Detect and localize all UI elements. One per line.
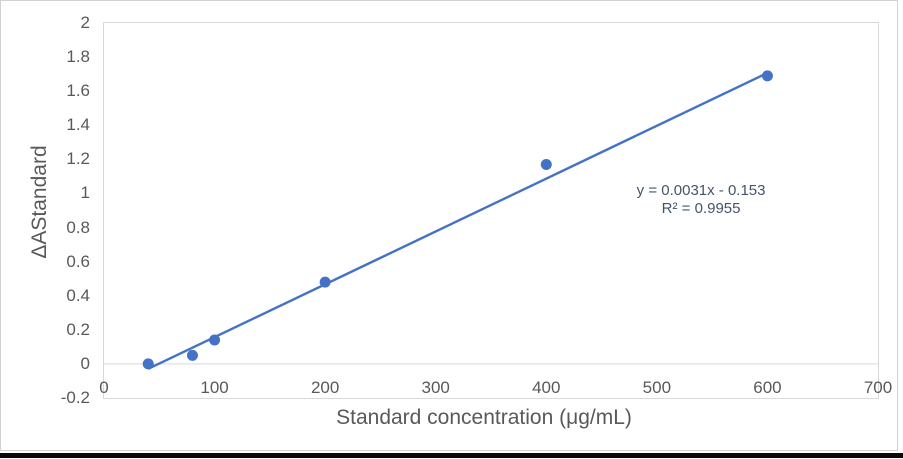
x-tick-label: 500 — [642, 378, 672, 397]
data-point — [319, 276, 331, 288]
x-tick-label: 400 — [532, 378, 561, 397]
x-tick-label: 600 — [753, 378, 782, 397]
trendline-equation-label: y = 0.0031x - 0.153 R² = 0.9955 — [637, 182, 766, 218]
y-tick-label: 0.6 — [66, 251, 90, 271]
y-tick-label: 1.4 — [66, 115, 90, 135]
data-point — [540, 158, 552, 170]
data-point — [761, 70, 773, 82]
y-tick-label: -0.2 — [60, 388, 90, 407]
x-tick-label: 700 — [863, 378, 893, 397]
y-tick-label: 1.6 — [66, 81, 90, 101]
trendline-r-squared: R² = 0.9955 — [661, 200, 741, 218]
x-axis-title: Standard concentration (μg/mL) — [336, 406, 632, 429]
y-tick-label: 0 — [80, 353, 90, 373]
y-tick-label: 1 — [80, 183, 90, 203]
y-tick-label: 0.4 — [66, 285, 90, 305]
y-axis-title: ΔAStandard — [28, 145, 51, 259]
data-point — [209, 334, 221, 346]
data-point — [186, 349, 198, 361]
document-bottom-border — [0, 453, 903, 458]
y-tick-label: 1.2 — [66, 149, 90, 169]
y-tick-label: 2 — [80, 13, 90, 32]
x-tick-label: 200 — [310, 378, 340, 397]
x-tick-label: 300 — [421, 378, 450, 397]
x-tick-label: 100 — [200, 378, 229, 397]
trendline-equation: y = 0.0031x - 0.153 — [636, 182, 766, 200]
y-tick-label: 1.8 — [66, 47, 90, 67]
y-tick-label: 0.2 — [66, 319, 90, 339]
y-tick-label: 0.8 — [66, 217, 90, 237]
trendline — [147, 71, 768, 370]
x-tick-label: 0 — [99, 378, 109, 397]
plot-area — [103, 22, 879, 399]
data-point — [142, 358, 154, 370]
plot-svg — [104, 70, 878, 370]
